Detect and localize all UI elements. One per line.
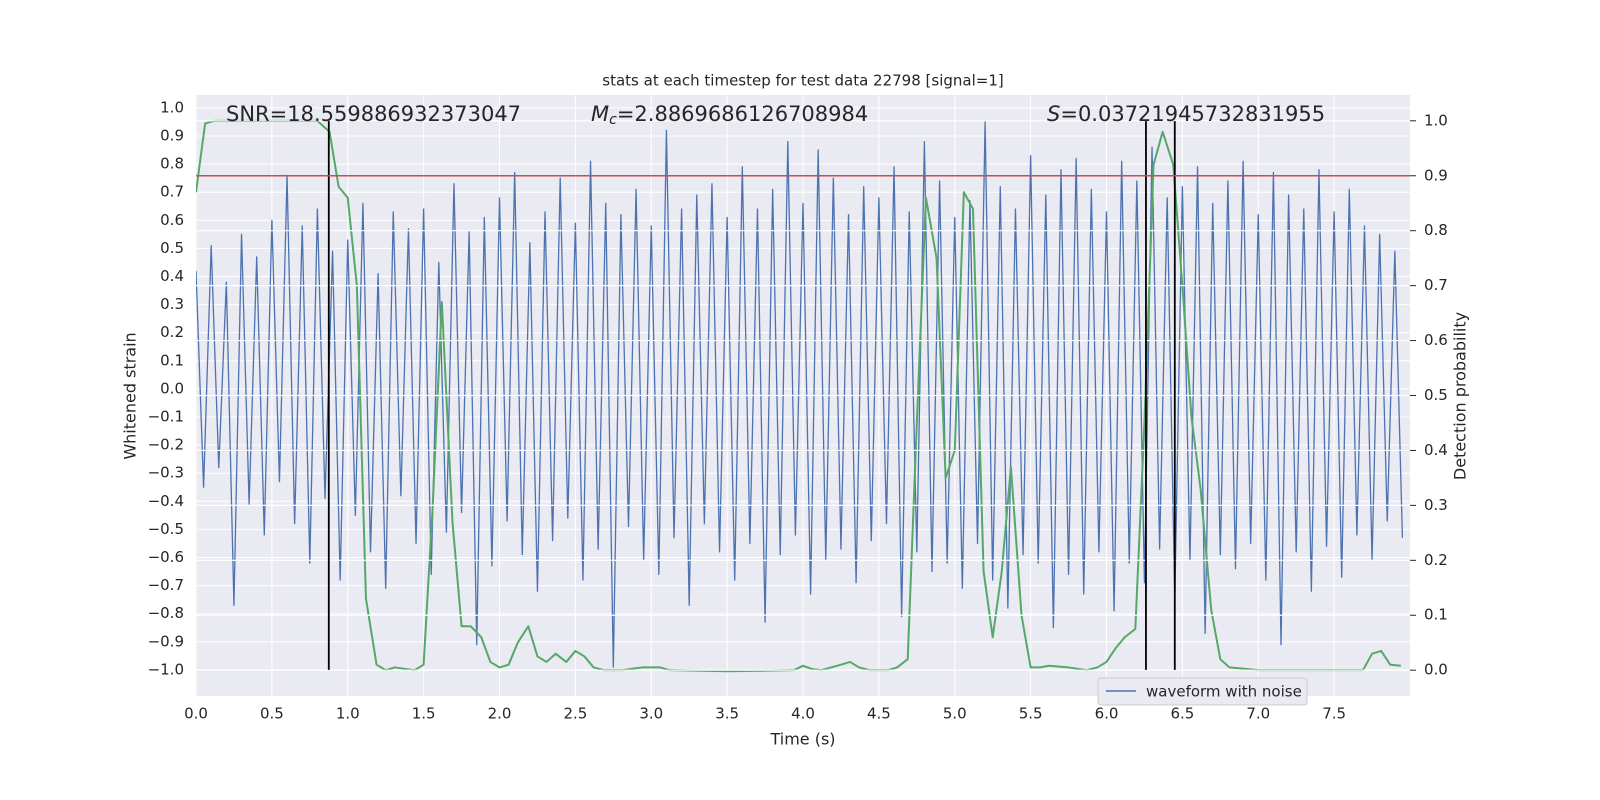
- y2-tick-label: 0.3: [1424, 496, 1448, 514]
- x-tick-label: 1.5: [412, 705, 436, 723]
- y2-axis-label: Detection probability: [1451, 312, 1470, 480]
- x-tick-label: 2.0: [488, 705, 512, 723]
- y-tick-label: −1.0: [148, 660, 184, 678]
- x-tick-label: 0.5: [260, 705, 284, 723]
- y-tick-label: −0.2: [148, 436, 184, 454]
- x-tick-label: 4.5: [867, 705, 891, 723]
- y2-tick-label: 0.5: [1424, 386, 1448, 404]
- x-tick-label: 6.0: [1095, 705, 1119, 723]
- y-tick-label: −0.7: [148, 576, 184, 594]
- x-tick-label: 3.0: [639, 705, 663, 723]
- series-line: [196, 119, 1401, 673]
- y-tick-label: −0.9: [148, 632, 184, 650]
- y-tick-label: 1.0: [160, 98, 184, 116]
- x-tick-label: 7.0: [1246, 705, 1270, 723]
- legend-box: [1097, 677, 1308, 706]
- y2-tick-label: 0.1: [1424, 606, 1448, 624]
- y-tick-label: 0.1: [160, 351, 184, 369]
- x-tick-label: 3.5: [715, 705, 739, 723]
- x-tick-label: 6.5: [1170, 705, 1194, 723]
- y-tick-label: 0.2: [160, 323, 184, 341]
- y-tick-label: −0.3: [148, 464, 184, 482]
- y2-tick-label: 0.4: [1424, 441, 1448, 459]
- y2-tick-label: 0.0: [1424, 661, 1448, 679]
- y-tick-label: −0.5: [148, 520, 184, 538]
- x-tick-label: 0.0: [184, 705, 208, 723]
- y-tick-label: 0.9: [160, 127, 184, 145]
- annotation-symbol: M: [591, 102, 609, 126]
- annotation-text: SNR=18.559886932373047: [226, 102, 521, 126]
- y-tick-label: −0.1: [148, 407, 184, 425]
- annotation: SNR=18.559886932373047: [226, 102, 521, 126]
- x-tick-label: 2.5: [563, 705, 587, 723]
- annotation-text: =2.8869686126708984: [617, 102, 868, 126]
- y-tick-label: 0.8: [160, 155, 184, 173]
- y2-tick-label: 1.0: [1424, 111, 1448, 129]
- plot-layer: [196, 119, 1404, 673]
- annotation-text: =0.03721945732831955: [1060, 102, 1325, 126]
- y-tick-label: −0.6: [148, 548, 184, 566]
- x-tick-label: 7.5: [1322, 705, 1346, 723]
- annotation-symbol: S: [1047, 102, 1060, 126]
- y-tick-label: 0.6: [160, 211, 184, 229]
- x-tick-label: 4.0: [791, 705, 815, 723]
- y-tick-label: −0.4: [148, 492, 184, 510]
- y-tick-label: 0.4: [160, 267, 184, 285]
- legend-label: waveform with noise: [1146, 683, 1302, 701]
- annotation: Mc=2.8869686126708984: [591, 102, 868, 128]
- x-tick-label: 1.0: [336, 705, 360, 723]
- y-tick-label: −0.8: [148, 604, 184, 622]
- y-tick-label: 0.3: [160, 295, 184, 313]
- y2-tick-label: 0.2: [1424, 551, 1448, 569]
- y-tick-label: 0.7: [160, 183, 184, 201]
- y2-tick-label: 0.6: [1424, 331, 1448, 349]
- chart-title: stats at each timestep for test data 227…: [602, 72, 1003, 90]
- y-axis-label: Whitened strain: [121, 332, 140, 459]
- y-tick-label: 0.0: [160, 379, 184, 397]
- series-line: [196, 121, 1404, 668]
- x-tick-label: 5.0: [943, 705, 967, 723]
- y2-tick-label: 0.7: [1424, 276, 1448, 294]
- x-tick-label: 5.5: [1019, 705, 1043, 723]
- annotation-subscript: c: [609, 112, 617, 128]
- annotation: S=0.03721945732831955: [1047, 102, 1325, 126]
- x-axis-label: Time (s): [769, 730, 835, 749]
- y2-tick-label: 0.8: [1424, 221, 1448, 239]
- y-tick-label: 0.5: [160, 239, 184, 257]
- y2-tick-label: 0.9: [1424, 166, 1448, 184]
